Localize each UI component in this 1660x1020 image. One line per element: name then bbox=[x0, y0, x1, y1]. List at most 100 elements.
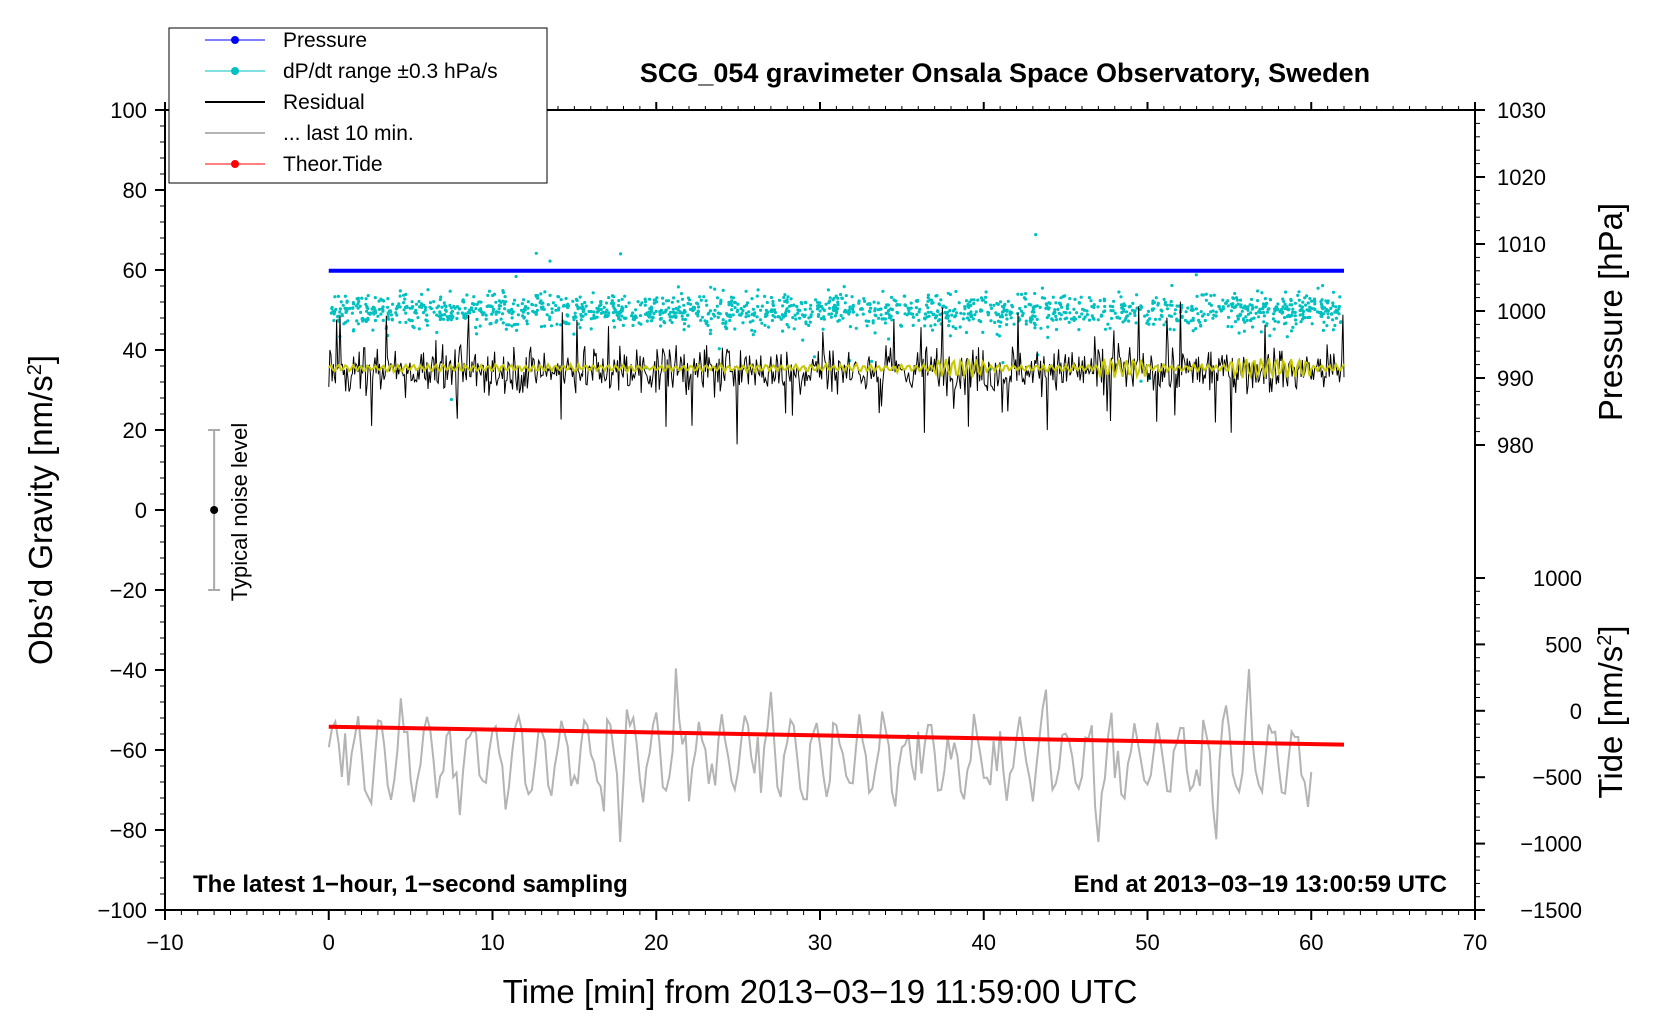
dpdt-point bbox=[785, 298, 789, 302]
dpdt-point bbox=[1226, 324, 1230, 329]
dpdt-point bbox=[817, 305, 821, 309]
dpdt-point bbox=[791, 316, 795, 320]
dpdt-point bbox=[623, 294, 627, 298]
dpdt-point bbox=[808, 320, 812, 324]
dpdt-point bbox=[390, 318, 394, 322]
dpdt-point bbox=[534, 303, 538, 307]
dpdt-point bbox=[1169, 314, 1173, 318]
dpdt-point bbox=[422, 303, 426, 307]
dpdt-point bbox=[1303, 316, 1307, 320]
dpdt-point bbox=[386, 297, 390, 301]
dpdt-point bbox=[355, 319, 359, 323]
dpdt-point bbox=[883, 321, 888, 325]
dpdt-point bbox=[1298, 313, 1302, 317]
dpdt-point bbox=[1312, 307, 1316, 311]
dpdt-point bbox=[1284, 290, 1288, 294]
dpdt-point bbox=[936, 310, 940, 314]
dpdt-point bbox=[954, 326, 958, 331]
dpdt-point bbox=[1175, 319, 1179, 323]
dpdt-point bbox=[883, 317, 888, 321]
dpdt-point bbox=[1098, 299, 1102, 303]
dpdt-point bbox=[1139, 379, 1143, 383]
dpdt-point bbox=[881, 289, 885, 293]
dpdt-point bbox=[562, 321, 566, 325]
tide-tick-label: 500 bbox=[1545, 632, 1582, 657]
dpdt-point bbox=[1031, 314, 1035, 318]
pressure-tick-label: 990 bbox=[1497, 366, 1534, 391]
dpdt-point bbox=[338, 307, 343, 311]
dpdt-point bbox=[541, 301, 545, 305]
theor-tide-series bbox=[328, 724, 1345, 747]
dpdt-point bbox=[786, 295, 790, 299]
theor-tide-line bbox=[328, 724, 1345, 747]
dpdt-point bbox=[1321, 306, 1325, 311]
dpdt-point bbox=[959, 311, 963, 315]
dpdt-point bbox=[492, 307, 496, 311]
noise-bar-center bbox=[210, 506, 219, 514]
dpdt-point bbox=[1143, 314, 1147, 318]
dpdt-point bbox=[696, 310, 701, 314]
dpdt-point bbox=[731, 313, 735, 317]
dpdt-point bbox=[909, 306, 913, 310]
dpdt-point bbox=[1117, 290, 1121, 294]
dpdt-point bbox=[664, 308, 668, 312]
dpdt-point bbox=[1059, 313, 1063, 317]
dpdt-point bbox=[596, 307, 601, 311]
dpdt-point bbox=[792, 303, 796, 307]
dpdt-point bbox=[700, 315, 705, 319]
legend-label: Pressure bbox=[283, 29, 367, 52]
dpdt-point bbox=[1063, 317, 1067, 321]
dpdt-point bbox=[503, 307, 507, 311]
dpdt-point bbox=[478, 324, 482, 328]
dpdt-point bbox=[647, 297, 652, 301]
dpdt-point bbox=[1038, 305, 1042, 309]
dpdt-point bbox=[810, 310, 814, 314]
dpdt-point bbox=[619, 252, 623, 256]
dpdt-point bbox=[549, 324, 554, 328]
dpdt-point bbox=[728, 313, 732, 317]
dpdt-point bbox=[716, 311, 720, 315]
dpdt-point bbox=[1206, 313, 1210, 317]
dpdt-point bbox=[1199, 324, 1203, 328]
dpdt-point bbox=[584, 304, 588, 308]
dpdt-point bbox=[620, 314, 624, 318]
dpdt-point bbox=[1207, 302, 1212, 306]
dpdt-point bbox=[1276, 320, 1280, 324]
dpdt-point bbox=[769, 295, 774, 300]
dpdt-point bbox=[366, 294, 370, 298]
dpdt-point bbox=[721, 318, 725, 322]
dpdt-point bbox=[963, 307, 967, 311]
dpdt-point bbox=[566, 305, 570, 310]
dpdt-point bbox=[692, 306, 697, 310]
dpdt-point bbox=[854, 326, 858, 330]
dpdt-point bbox=[1053, 310, 1057, 314]
dpdt-point bbox=[773, 310, 778, 315]
dpdt-point bbox=[501, 290, 505, 295]
pressure-tick-label: 1030 bbox=[1497, 98, 1546, 123]
dpdt-point bbox=[1325, 308, 1329, 312]
dpdt-point bbox=[1261, 310, 1266, 315]
dpdt-point bbox=[989, 319, 993, 323]
dpdt-point bbox=[1290, 313, 1294, 317]
dpdt-point bbox=[611, 311, 616, 315]
dpdt-point bbox=[708, 309, 713, 313]
dpdt-point bbox=[1066, 303, 1070, 307]
dpdt-point bbox=[416, 316, 420, 320]
dpdt-point bbox=[1033, 323, 1037, 327]
dpdt-point bbox=[497, 304, 501, 308]
dpdt-point bbox=[843, 301, 847, 305]
dpdt-point bbox=[1298, 304, 1302, 308]
dpdt-point bbox=[863, 299, 867, 303]
dpdt-point bbox=[1194, 327, 1198, 331]
pressure-tick-label: 980 bbox=[1497, 433, 1534, 458]
dpdt-point bbox=[350, 311, 354, 315]
dpdt-point bbox=[803, 307, 807, 312]
dpdt-point bbox=[871, 319, 875, 323]
dpdt-point bbox=[548, 315, 552, 319]
dpdt-point bbox=[1046, 335, 1050, 339]
dpdt-point bbox=[597, 304, 602, 308]
dpdt-point bbox=[824, 302, 828, 306]
dpdt-point bbox=[1272, 327, 1276, 331]
dpdt-point bbox=[379, 297, 383, 301]
dpdt-point bbox=[1039, 326, 1043, 330]
